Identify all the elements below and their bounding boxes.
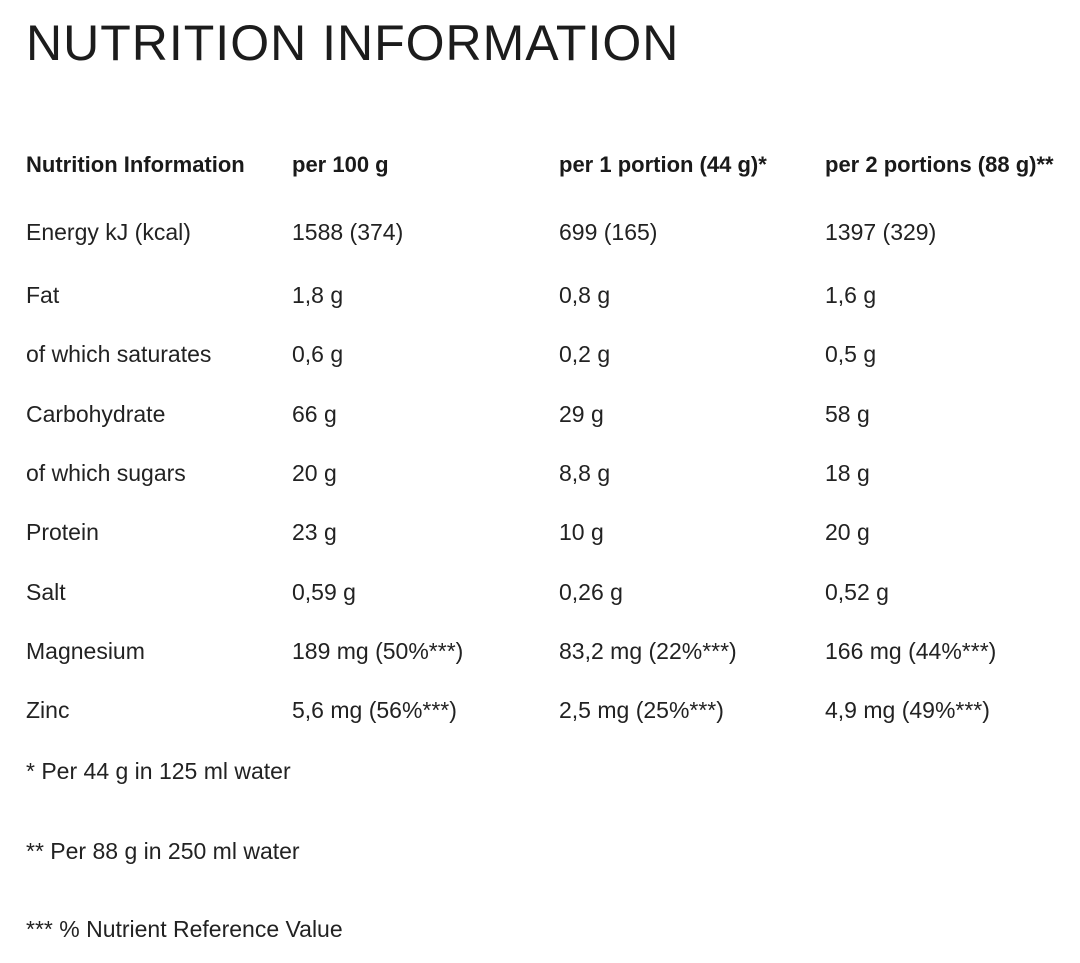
- value-per-100g: 189 mg (50%***): [292, 637, 464, 664]
- nutrient-name: Salt: [26, 578, 66, 605]
- table-row: of which saturates 0,6 g 0,2 g 0,5 g: [26, 325, 1066, 384]
- column-header-per-100g: per 100 g: [292, 151, 389, 177]
- nutrient-name: Carbohydrate: [26, 400, 166, 427]
- column-header-nutrient: Nutrition Information: [26, 151, 245, 177]
- value-per-100g: 66 g: [292, 400, 337, 427]
- column-header-per-2-portions: per 2 portions (88 g)**: [825, 151, 1054, 177]
- nutrient-name: of which saturates: [26, 341, 212, 368]
- value-per-2-portions: 1,6 g: [825, 282, 877, 309]
- footnote-nrv: *** % Nutrient Reference Value: [26, 916, 343, 942]
- value-per-1-portion: 10 g: [559, 519, 604, 546]
- table-row: Zinc 5,6 mg (56%***) 2,5 mg (25%***) 4,9…: [26, 681, 1066, 740]
- nutrient-name: Magnesium: [26, 637, 145, 664]
- value-per-1-portion: 29 g: [559, 400, 604, 427]
- nutrient-name: Zinc: [26, 697, 70, 724]
- table-row: Protein 23 g 10 g 20 g: [26, 503, 1066, 562]
- footnote-single-portion: * Per 44 g in 125 ml water: [26, 758, 291, 784]
- nutrient-name: Protein: [26, 519, 99, 546]
- value-per-2-portions: 18 g: [825, 460, 870, 487]
- table-row: Magnesium 189 mg (50%***) 83,2 mg (22%**…: [26, 622, 1066, 681]
- value-per-100g: 23 g: [292, 519, 337, 546]
- value-per-1-portion: 8,8 g: [559, 460, 611, 487]
- value-per-2-portions: 20 g: [825, 519, 870, 546]
- nutrient-name: Energy kJ (kcal): [26, 218, 191, 245]
- table-row: of which sugars 20 g 8,8 g 18 g: [26, 444, 1066, 503]
- value-per-2-portions: 4,9 mg (49%***): [825, 697, 990, 724]
- table-row: Carbohydrate 66 g 29 g 58 g: [26, 385, 1066, 444]
- nutrient-name: Fat: [26, 282, 60, 309]
- value-per-1-portion: 2,5 mg (25%***): [559, 697, 724, 724]
- page-title: NUTRITION INFORMATION: [26, 15, 680, 71]
- value-per-1-portion: 0,26 g: [559, 578, 623, 605]
- value-per-2-portions: 0,5 g: [825, 341, 877, 368]
- value-per-100g: 5,6 mg (56%***): [292, 697, 457, 724]
- table-header-row: Nutrition Information per 100 g per 1 po…: [26, 138, 1066, 190]
- value-per-1-portion: 83,2 mg (22%***): [559, 637, 737, 664]
- value-per-100g: 0,6 g: [292, 341, 344, 368]
- value-per-2-portions: 1397 (329): [825, 218, 937, 245]
- value-per-100g: 20 g: [292, 460, 337, 487]
- value-per-1-portion: 0,8 g: [559, 282, 611, 309]
- table-row: Energy kJ (kcal) 1588 (374) 699 (165) 13…: [26, 190, 1066, 266]
- value-per-1-portion: 699 (165): [559, 218, 658, 245]
- nutrient-name: of which sugars: [26, 460, 186, 487]
- value-per-2-portions: 166 mg (44%***): [825, 637, 997, 664]
- footnote-double-portion: ** Per 88 g in 250 ml water: [26, 838, 300, 864]
- value-per-2-portions: 58 g: [825, 400, 870, 427]
- column-header-per-1-portion: per 1 portion (44 g)*: [559, 151, 767, 177]
- table-row: Fat 1,8 g 0,8 g 1,6 g: [26, 266, 1066, 325]
- value-per-100g: 0,59 g: [292, 578, 356, 605]
- value-per-2-portions: 0,52 g: [825, 578, 889, 605]
- nutrition-table: Nutrition Information per 100 g per 1 po…: [26, 138, 1066, 740]
- table-row: Salt 0,59 g 0,26 g 0,52 g: [26, 562, 1066, 621]
- value-per-100g: 1,8 g: [292, 282, 344, 309]
- value-per-1-portion: 0,2 g: [559, 341, 611, 368]
- value-per-100g: 1588 (374): [292, 218, 404, 245]
